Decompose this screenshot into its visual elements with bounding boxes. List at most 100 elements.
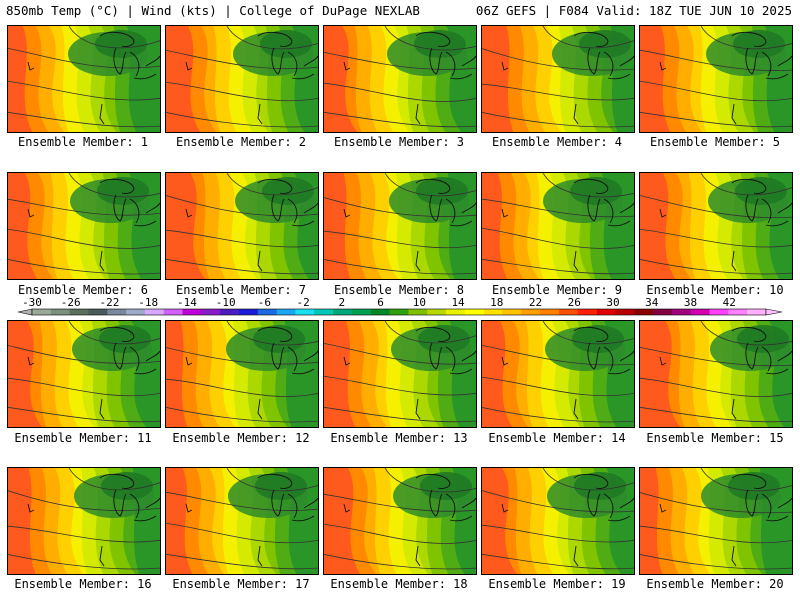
temperature-map [166, 468, 318, 574]
temperature-map [324, 468, 476, 574]
temperature-map [640, 26, 792, 132]
colorbar-swatch [144, 309, 165, 315]
colorbar-max-arrow [765, 308, 783, 316]
colorbar-swatch [540, 309, 560, 315]
colorbar-tick-label: -26 [61, 296, 81, 309]
colorbar-swatch [747, 309, 767, 315]
colorbar-swatch [615, 309, 635, 315]
colorbar-tick-label: 22 [529, 296, 542, 309]
ensemble-member-label: Ensemble Member: 2 [175, 135, 307, 149]
temperature-map [640, 173, 792, 279]
colorbar-tick-label: -22 [100, 296, 120, 309]
colorbar-tick-label: 14 [451, 296, 465, 309]
temperature-map [324, 321, 476, 427]
ensemble-member-label: Ensemble Member: 12 [172, 431, 310, 445]
colorbar-swatch [389, 309, 409, 315]
colorbar-swatch [728, 309, 748, 315]
colorbar-tick-label: 42 [723, 296, 736, 309]
colorbar-tick-label: 2 [339, 296, 346, 309]
colorbar-swatch [201, 309, 221, 315]
colorbar-min-arrow [17, 308, 33, 316]
colorbar-swatch [709, 309, 729, 315]
ensemble-member-map [165, 467, 319, 575]
temperature-map [8, 26, 160, 132]
ensemble-member-map [639, 467, 793, 575]
temperature-map [166, 26, 318, 132]
ensemble-member-map [7, 467, 161, 575]
colorbar-swatch [50, 309, 70, 315]
colorbar-tick-label: 6 [377, 296, 384, 309]
colorbar-swatch [239, 309, 259, 315]
colorbar-swatch [446, 309, 466, 315]
colorbar-swatch [558, 309, 579, 315]
ensemble-member-map [639, 320, 793, 428]
temperature-colorbar: -30 -26 -22 -18 -14 -10 -6 -2 2 6 10 14 18 22 26 30 34 38… [17, 296, 783, 316]
colorbar-swatch [427, 309, 447, 315]
ensemble-member-map [7, 25, 161, 133]
colorbar-tick-label: 30 [606, 296, 619, 309]
colorbar-swatch [577, 309, 597, 315]
temperature-map [482, 468, 634, 574]
temperature-map [324, 173, 476, 279]
colorbar-tick-label: 38 [684, 296, 697, 309]
colorbar-swatch [257, 309, 277, 315]
ensemble-member-label: Ensemble Member: 14 [488, 431, 626, 445]
ensemble-member-map [323, 320, 477, 428]
ensemble-member-map [165, 320, 319, 428]
temperature-map [482, 26, 634, 132]
ensemble-member-map [481, 25, 635, 133]
colorbar-tick-label: 18 [490, 296, 503, 309]
ensemble-member-map [7, 320, 161, 428]
ensemble-member-label: Ensemble Member: 6 [17, 283, 149, 297]
colorbar-swatch [351, 309, 372, 315]
temperature-map [166, 321, 318, 427]
colorbar-swatch [634, 309, 654, 315]
colorbar-swatch [314, 309, 334, 315]
colorbar-swatch [690, 309, 710, 315]
header-run-info: 06Z GEFS | F084 Valid: 18Z TUE JUN 10 20… [475, 3, 792, 18]
ensemble-member-label: Ensemble Member: 11 [14, 431, 152, 445]
colorbar-tick-label: 26 [568, 296, 581, 309]
colorbar-swatch [107, 309, 127, 315]
ensemble-member-map [639, 172, 793, 280]
ensemble-member-label: Ensemble Member: 5 [649, 135, 781, 149]
colorbar-swatch [653, 309, 673, 315]
header-title: 850mb Temp (°C) | Wind (kts) | College o… [6, 3, 420, 18]
ensemble-member-map [481, 172, 635, 280]
colorbar-swatch [408, 309, 428, 315]
colorbar-swatch [464, 309, 484, 315]
ensemble-member-label: Ensemble Member: 3 [333, 135, 465, 149]
ensemble-member-label: Ensemble Member: 19 [488, 577, 626, 591]
colorbar-tick-label: -14 [177, 296, 197, 309]
ensemble-member-map [481, 320, 635, 428]
colorbar-swatch [69, 309, 89, 315]
ensemble-member-label: Ensemble Member: 15 [646, 431, 784, 445]
ensemble-member-map [165, 172, 319, 280]
colorbar-swatch [220, 309, 240, 315]
colorbar-tick-label: -30 [22, 296, 42, 309]
ensemble-member-label: Ensemble Member: 8 [333, 283, 465, 297]
temperature-map [166, 173, 318, 279]
colorbar-swatch [276, 309, 296, 315]
ensemble-member-map [7, 172, 161, 280]
temperature-map [640, 321, 792, 427]
temperature-map [640, 468, 792, 574]
colorbar-swatch [521, 309, 541, 315]
ensemble-member-label: Ensemble Member: 20 [646, 577, 784, 591]
temperature-map [324, 26, 476, 132]
ensemble-member-label: Ensemble Member: 9 [491, 283, 623, 297]
colorbar-swatch [295, 309, 315, 315]
temperature-map [8, 173, 160, 279]
colorbar-swatch [596, 309, 616, 315]
ensemble-member-label: Ensemble Member: 17 [172, 577, 310, 591]
colorbar-swatch [88, 309, 108, 315]
temperature-map [482, 321, 634, 427]
ensemble-member-map [481, 467, 635, 575]
ensemble-member-label: Ensemble Member: 1 [17, 135, 149, 149]
ensemble-member-label: Ensemble Member: 13 [330, 431, 468, 445]
ensemble-member-map [323, 25, 477, 133]
colorbar-tick-label: -18 [138, 296, 158, 309]
colorbar-tick-label: -10 [216, 296, 236, 309]
colorbar-swatch [483, 309, 503, 315]
ensemble-member-map [639, 25, 793, 133]
